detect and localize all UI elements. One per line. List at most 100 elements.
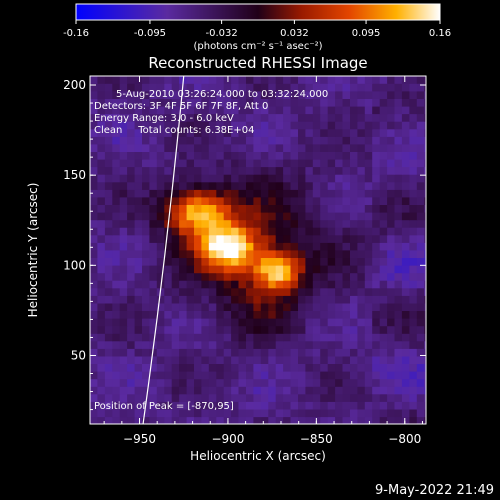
heatmap-cell: [246, 363, 254, 372]
heatmap-cell: [149, 318, 158, 327]
heatmap-cell: [127, 83, 136, 92]
heatmap-cell: [327, 272, 336, 281]
heatmap-cell: [409, 401, 418, 410]
heatmap-cell: [394, 371, 403, 380]
heatmap-cell: [327, 90, 336, 99]
heatmap-cell: [171, 113, 180, 122]
heatmap-cell: [223, 105, 232, 115]
heatmap-cell: [424, 227, 426, 236]
heatmap-cell: [327, 219, 336, 228]
heatmap-cell: [327, 287, 336, 296]
heatmap-cell: [179, 166, 188, 175]
heatmap-cell: [327, 363, 336, 372]
heatmap-cell: [312, 302, 321, 311]
heatmap-cell: [424, 318, 426, 327]
heatmap-cell: [119, 287, 128, 296]
heatmap-cell: [379, 287, 388, 296]
heatmap-cell: [327, 348, 336, 357]
heatmap-cell: [253, 121, 262, 130]
heatmap-cell: [216, 166, 225, 175]
heatmap-cell: [409, 242, 418, 251]
heatmap-cell: [283, 348, 292, 357]
heatmap-cell: [350, 386, 358, 395]
heatmap-cell: [394, 416, 403, 424]
heatmap-cell: [424, 121, 426, 130]
heatmap-cell: [134, 136, 143, 145]
heatmap-cell: [350, 174, 358, 183]
heatmap-cell: [246, 174, 254, 183]
heatmap-cell: [283, 386, 292, 395]
heatmap-cell: [350, 401, 358, 410]
heatmap-cell: [149, 401, 158, 410]
heatmap-cell: [216, 363, 225, 372]
heatmap-cell: [409, 378, 418, 387]
heatmap-cell: [327, 378, 336, 387]
heatmap-cell: [357, 416, 366, 424]
heatmap-cell: [104, 265, 113, 274]
heatmap-cell: [290, 151, 299, 160]
heatmap-cell: [201, 325, 210, 334]
heatmap-cell: [216, 333, 225, 342]
heatmap-cell: [238, 204, 247, 213]
heatmap-cell: [401, 128, 410, 137]
heatmap-cell: [387, 204, 396, 213]
heatmap-cell: [171, 249, 180, 258]
heatmap-cell: [238, 83, 247, 92]
heatmap-cell: [275, 325, 284, 334]
heatmap-cell: [201, 416, 210, 424]
heatmap-cell: [305, 333, 314, 342]
heatmap-cell: [350, 143, 358, 152]
heatmap-cell: [260, 242, 269, 251]
heatmap-cell: [364, 105, 373, 115]
heatmap-cell: [327, 242, 336, 251]
heatmap-cell: [401, 113, 410, 122]
heatmap-cell: [401, 219, 410, 228]
heatmap-cell: [350, 333, 358, 342]
heatmap-cell: [312, 348, 321, 357]
heatmap-cell: [305, 416, 314, 424]
heatmap-cell: [253, 249, 262, 258]
heatmap-cell: [342, 143, 351, 152]
heatmap-cell: [186, 242, 195, 251]
heatmap-cell: [342, 378, 351, 387]
heatmap-cell: [387, 166, 396, 175]
heatmap-cell: [424, 386, 426, 395]
heatmap-cell: [112, 386, 121, 395]
colorbar-tick-label: 0.032: [280, 28, 309, 39]
heatmap-cell: [149, 371, 158, 380]
heatmap-cell: [223, 393, 232, 402]
heatmap-cell: [416, 166, 425, 175]
heatmap-cell: [149, 386, 158, 395]
heatmap-cell: [394, 204, 403, 213]
heatmap-cell: [372, 219, 381, 228]
heatmap-cell: [379, 128, 388, 137]
heatmap-cell: [320, 302, 329, 311]
heatmap-cell: [104, 272, 113, 281]
heatmap-cell: [357, 280, 366, 289]
heatmap-cell: [409, 333, 418, 342]
heatmap-cell: [156, 318, 165, 327]
heatmap-cell: [298, 76, 306, 84]
heatmap-cell: [216, 189, 225, 198]
heatmap-cell: [149, 166, 158, 175]
heatmap-cell: [90, 76, 98, 84]
heatmap-cell: [305, 151, 314, 160]
heatmap-cell: [268, 393, 277, 402]
heatmap-cell: [201, 310, 210, 319]
heatmap-cell: [312, 227, 321, 236]
heatmap-cell: [320, 348, 329, 357]
heatmap-cell: [260, 158, 269, 168]
heatmap-cell: [394, 242, 403, 251]
heatmap-cell: [142, 295, 150, 304]
heatmap-cell: [268, 272, 277, 281]
heatmap-cell: [171, 166, 180, 175]
heatmap-cell: [312, 158, 321, 168]
heatmap-cell: [364, 272, 373, 281]
heatmap-cell: [201, 318, 210, 327]
heatmap-cell: [201, 302, 210, 311]
heatmap-cell: [379, 136, 388, 145]
heatmap-cell: [387, 378, 396, 387]
heatmap-cell: [149, 234, 158, 243]
heatmap-cell: [238, 90, 247, 99]
heatmap-cell: [134, 265, 143, 274]
